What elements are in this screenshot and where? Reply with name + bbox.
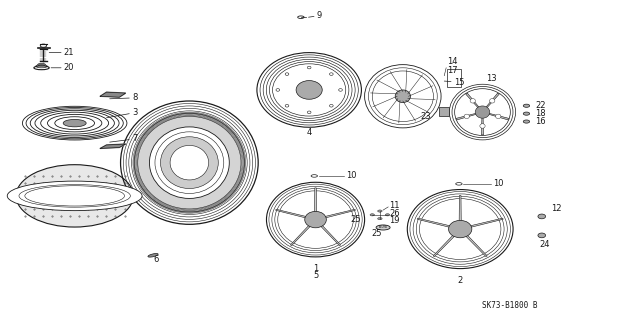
Ellipse shape — [378, 218, 382, 220]
Text: 15: 15 — [444, 78, 464, 86]
Ellipse shape — [524, 120, 530, 123]
Text: 4: 4 — [307, 128, 312, 137]
Text: 12: 12 — [551, 204, 562, 213]
Ellipse shape — [395, 90, 410, 103]
Polygon shape — [466, 93, 479, 108]
Ellipse shape — [339, 89, 342, 91]
Text: 23: 23 — [421, 112, 431, 121]
Text: 3: 3 — [106, 108, 138, 118]
Polygon shape — [469, 218, 503, 228]
Text: 10: 10 — [346, 171, 356, 181]
Ellipse shape — [138, 116, 241, 209]
Text: 10: 10 — [493, 179, 504, 188]
Text: 7: 7 — [109, 134, 138, 144]
Ellipse shape — [161, 137, 218, 189]
Text: 18: 18 — [536, 109, 546, 118]
Ellipse shape — [276, 89, 280, 91]
Ellipse shape — [307, 111, 311, 114]
Ellipse shape — [305, 211, 326, 228]
Ellipse shape — [285, 73, 289, 75]
Text: 21: 21 — [49, 48, 74, 57]
Ellipse shape — [378, 210, 382, 212]
Polygon shape — [417, 218, 451, 228]
Text: 24: 24 — [540, 240, 550, 249]
Polygon shape — [433, 234, 456, 256]
FancyBboxPatch shape — [439, 107, 449, 116]
Ellipse shape — [63, 119, 86, 127]
Ellipse shape — [490, 99, 495, 103]
Ellipse shape — [470, 99, 476, 103]
Text: 14: 14 — [447, 57, 458, 66]
Text: 11: 11 — [390, 202, 400, 211]
Text: 8: 8 — [109, 93, 138, 102]
Ellipse shape — [296, 81, 322, 99]
Polygon shape — [488, 113, 509, 120]
Ellipse shape — [150, 127, 229, 198]
Polygon shape — [315, 188, 317, 213]
Polygon shape — [100, 92, 125, 97]
Text: ACURA: ACURA — [379, 226, 387, 229]
Ellipse shape — [524, 112, 530, 115]
Ellipse shape — [330, 104, 333, 107]
Ellipse shape — [7, 181, 142, 211]
Text: 5: 5 — [313, 271, 318, 280]
Ellipse shape — [307, 66, 311, 69]
Ellipse shape — [449, 220, 472, 238]
Ellipse shape — [370, 214, 374, 216]
Ellipse shape — [538, 214, 545, 219]
Ellipse shape — [495, 114, 501, 119]
Text: 25: 25 — [371, 229, 382, 238]
Ellipse shape — [16, 165, 133, 227]
Text: 17: 17 — [447, 66, 458, 75]
Text: 1: 1 — [313, 264, 318, 273]
Text: 19: 19 — [390, 216, 400, 225]
Text: 13: 13 — [486, 74, 496, 83]
Polygon shape — [276, 209, 307, 218]
Polygon shape — [320, 225, 340, 246]
Ellipse shape — [385, 214, 390, 216]
Polygon shape — [486, 93, 499, 108]
Ellipse shape — [170, 145, 209, 180]
Ellipse shape — [285, 104, 289, 107]
Text: 26: 26 — [390, 209, 400, 218]
Ellipse shape — [464, 114, 469, 119]
Polygon shape — [456, 113, 477, 120]
Text: SK73-B1800 B: SK73-B1800 B — [483, 301, 538, 310]
Ellipse shape — [524, 104, 530, 107]
Polygon shape — [324, 209, 355, 218]
Text: 20: 20 — [51, 63, 74, 72]
Ellipse shape — [480, 124, 485, 128]
Text: 22: 22 — [536, 101, 546, 110]
Polygon shape — [465, 234, 487, 256]
Polygon shape — [100, 144, 125, 148]
Ellipse shape — [538, 233, 545, 238]
Text: 16: 16 — [536, 117, 546, 126]
Text: 2: 2 — [458, 276, 463, 285]
Polygon shape — [481, 117, 483, 135]
Text: 9: 9 — [308, 11, 322, 20]
Text: 6: 6 — [153, 255, 158, 264]
Text: 25: 25 — [350, 215, 361, 224]
Ellipse shape — [476, 106, 490, 118]
Polygon shape — [291, 225, 311, 246]
Polygon shape — [459, 196, 461, 222]
Ellipse shape — [330, 73, 333, 75]
Ellipse shape — [376, 225, 390, 230]
Ellipse shape — [148, 254, 158, 257]
